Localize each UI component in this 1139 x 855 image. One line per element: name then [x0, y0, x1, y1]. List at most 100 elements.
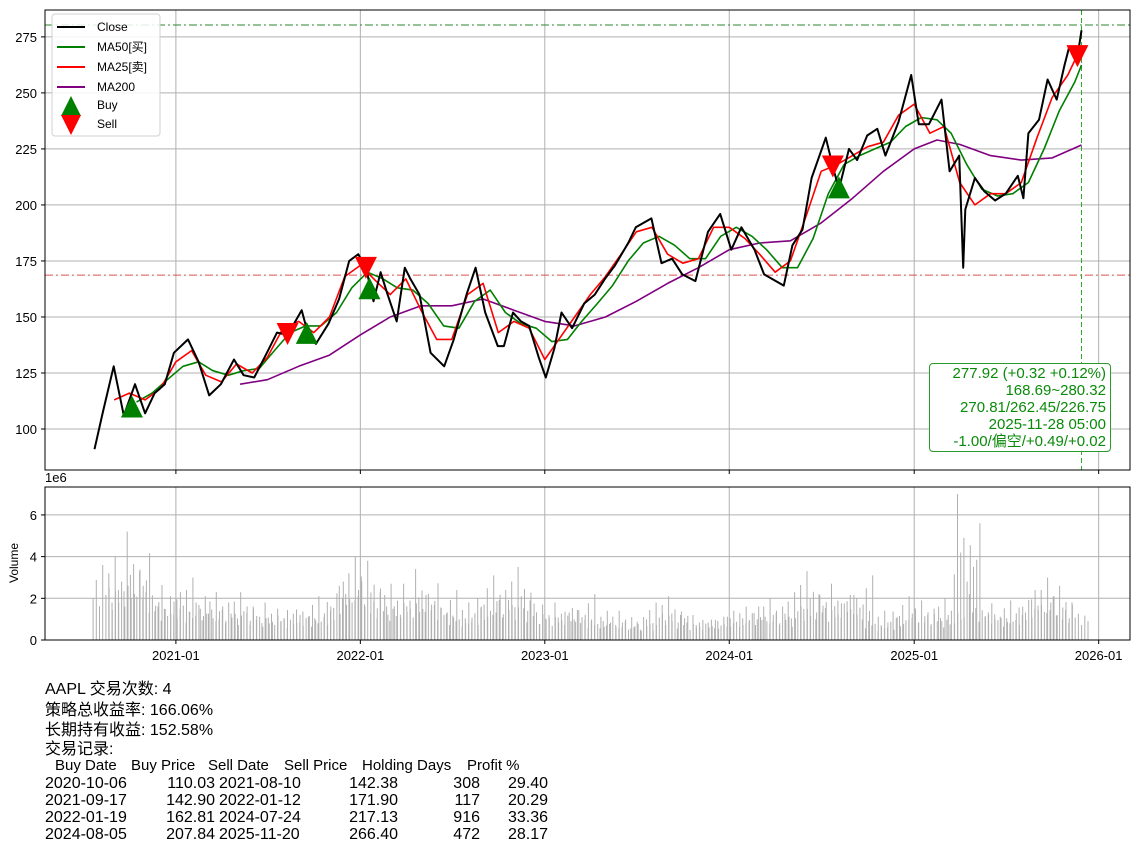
- volume-bar: [1031, 599, 1033, 640]
- volume-bar: [769, 623, 771, 640]
- volume-bar: [570, 621, 572, 640]
- volume-bar: [384, 595, 386, 640]
- summary-trade-count: AAPL 交易次数: 4: [45, 681, 172, 698]
- volume-bar: [419, 611, 421, 640]
- volume-bar: [643, 617, 645, 640]
- volume-bar: [621, 627, 623, 640]
- volume-bar: [609, 623, 611, 640]
- volume-axis-label: Volume: [7, 543, 21, 583]
- volume-bar: [742, 618, 744, 640]
- volume-bar: [461, 626, 463, 640]
- volume-bar: [421, 590, 423, 640]
- volume-bar: [532, 616, 534, 640]
- volume-bar: [578, 610, 580, 640]
- volume-bar: [92, 598, 94, 640]
- volume-bar: [315, 620, 317, 640]
- volume-bar: [117, 590, 119, 640]
- volume-bar: [349, 599, 351, 640]
- volume-bar: [640, 630, 642, 640]
- volume-bar: [530, 592, 532, 640]
- volume-bar: [203, 616, 204, 640]
- volume-bar: [991, 603, 993, 640]
- volume-bar: [978, 621, 980, 640]
- volume-bar: [979, 523, 981, 640]
- volume-bar: [946, 619, 948, 640]
- volume-bar: [307, 616, 309, 640]
- volume-bar: [772, 621, 774, 640]
- y-tick-label: 250: [15, 86, 37, 101]
- volume-bar: [461, 610, 463, 640]
- volume-bar: [1068, 623, 1070, 640]
- volume-bar: [1065, 610, 1067, 640]
- volume-bar: [784, 613, 786, 640]
- series-line-ma200: [239, 139, 1082, 385]
- table-cell: 117: [454, 792, 480, 809]
- volume-bar: [437, 583, 439, 640]
- volume-bar: [775, 613, 777, 640]
- volume-bar: [976, 559, 978, 640]
- volume-bar: [686, 622, 688, 640]
- x-tick-label: 2023-01: [521, 648, 569, 663]
- volume-bar: [822, 605, 824, 640]
- volume-bar: [787, 601, 789, 640]
- volume-bar: [707, 622, 709, 640]
- volume-bar: [387, 614, 389, 640]
- y-tick-label: 275: [15, 30, 37, 45]
- volume-bar: [333, 607, 335, 640]
- volume-bar: [887, 627, 889, 640]
- volume-bar: [486, 588, 488, 640]
- volume-y-tick-label: 6: [30, 508, 37, 523]
- legend-label: MA200: [97, 80, 135, 94]
- volume-bar: [274, 625, 276, 640]
- volume-bar: [597, 623, 599, 640]
- table-cell: 2022-01-19: [45, 809, 127, 826]
- volume-bar: [449, 600, 451, 640]
- volume-bar: [186, 590, 187, 640]
- volume-bar: [527, 610, 529, 640]
- summary-strategy-return: 策略总收益率: 166.06%: [45, 702, 214, 719]
- volume-bar: [785, 620, 787, 640]
- volume-bar: [756, 619, 758, 640]
- volume-bar: [963, 537, 965, 640]
- table-cell: 2025-11-20: [219, 826, 300, 843]
- volume-bar: [111, 602, 113, 640]
- volume-bar: [458, 619, 460, 640]
- volume-bar: [753, 612, 755, 640]
- volume-bar: [1061, 619, 1063, 640]
- volume-bar: [880, 625, 882, 640]
- volume-bar: [452, 615, 454, 640]
- table-cell: 207.84: [166, 826, 215, 843]
- volume-bar: [630, 628, 632, 640]
- volume-bar: [121, 581, 123, 640]
- table-header: Holding Days: [362, 757, 452, 774]
- table-cell: 2024-08-05: [45, 826, 127, 843]
- volume-bar: [437, 620, 439, 640]
- volume-bar: [782, 606, 784, 640]
- volume-bar: [1007, 622, 1008, 640]
- volume-bar: [123, 591, 125, 640]
- volume-bar: [406, 606, 408, 640]
- volume-bar: [969, 545, 971, 640]
- volume-bar: [664, 620, 666, 640]
- volume-bar: [283, 618, 285, 640]
- volume-bar: [856, 598, 858, 640]
- volume-bar: [271, 613, 272, 640]
- volume-bar: [455, 621, 457, 640]
- volume-bar: [748, 621, 750, 640]
- volume-bar: [468, 623, 469, 640]
- volume-axes-frame: [44, 486, 1131, 641]
- volume-bar: [133, 594, 135, 640]
- volume-bar: [302, 611, 304, 640]
- volume-bar: [508, 599, 509, 640]
- volume-bar: [505, 590, 507, 640]
- table-header: Profit %: [467, 757, 520, 774]
- volume-bar: [397, 600, 398, 640]
- volume-bar: [243, 611, 245, 640]
- volume-bar: [424, 611, 426, 640]
- y-tick-label: 175: [15, 254, 37, 269]
- volume-bar: [176, 599, 178, 640]
- volume-bar: [415, 603, 417, 640]
- table-cell: 20.29: [507, 792, 548, 809]
- table-cell: 29.40: [507, 775, 548, 792]
